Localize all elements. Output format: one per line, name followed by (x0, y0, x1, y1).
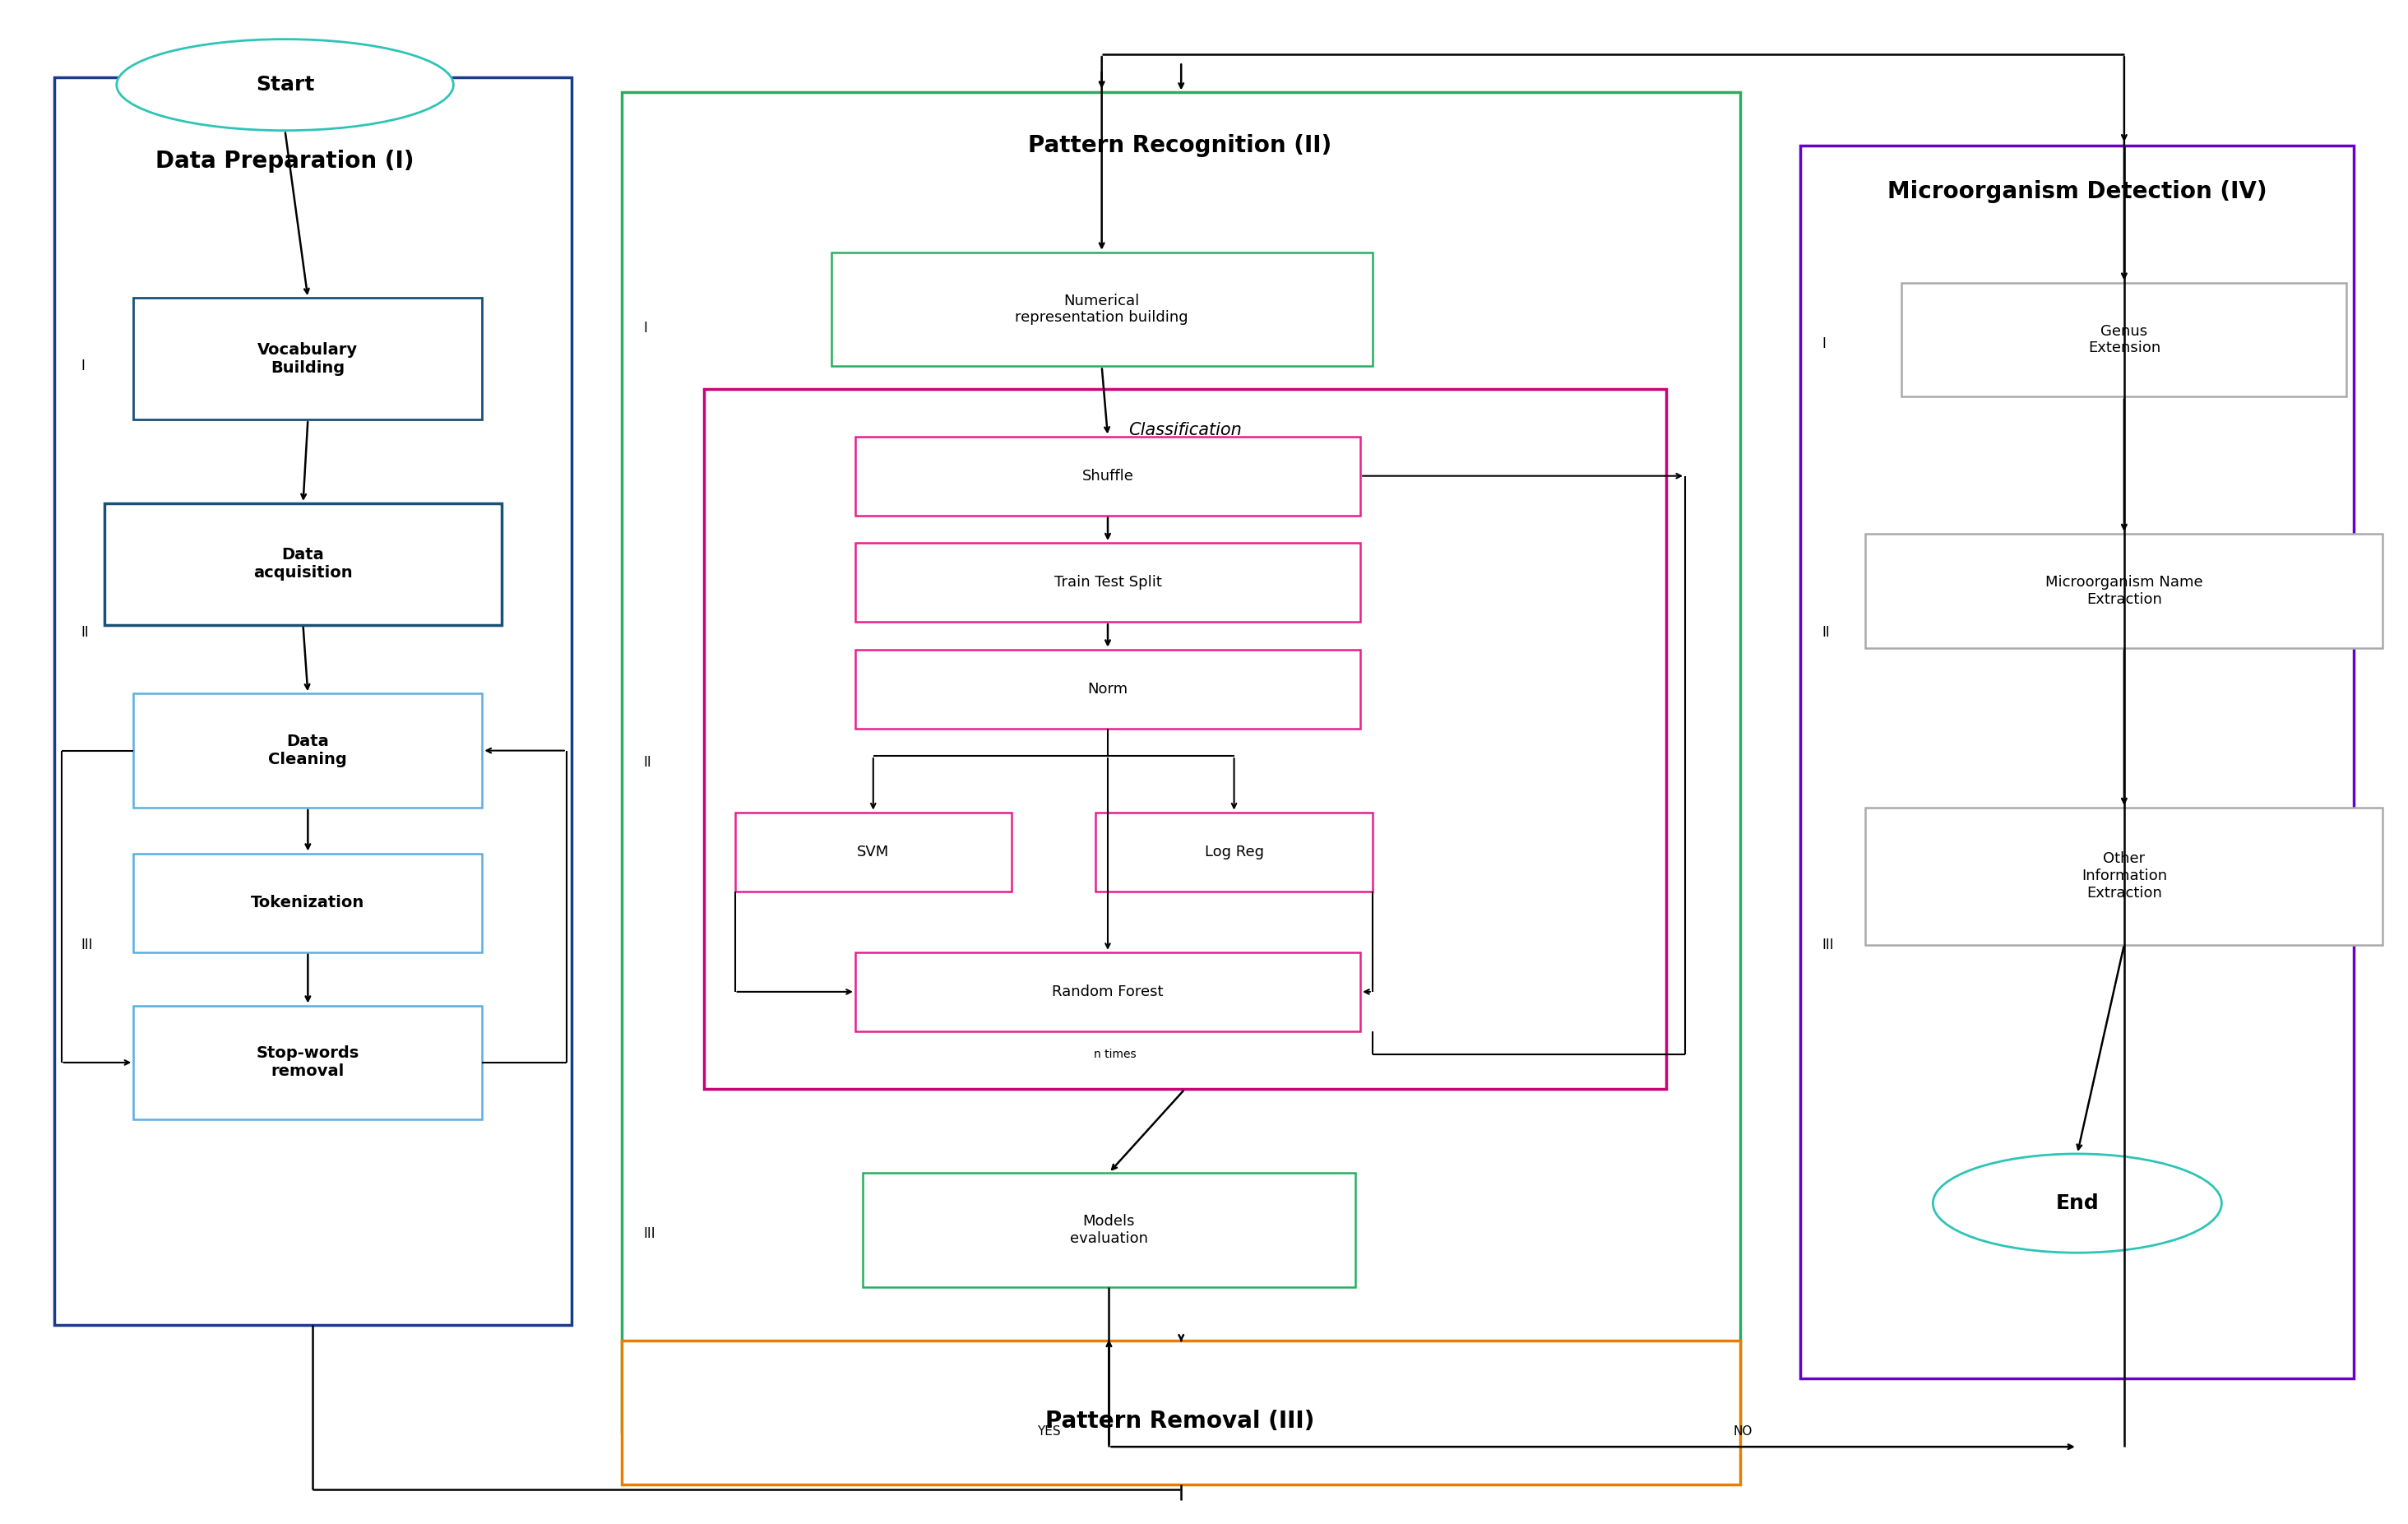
Text: End: End (2056, 1193, 2100, 1213)
FancyBboxPatch shape (862, 1173, 1356, 1286)
Text: Tokenization: Tokenization (250, 895, 364, 910)
Text: Shuffle: Shuffle (1081, 468, 1134, 483)
Text: Vocabulary
Building: Vocabulary Building (258, 341, 359, 375)
Text: III: III (1823, 937, 1835, 952)
FancyBboxPatch shape (621, 93, 1741, 1431)
Text: YES: YES (1038, 1425, 1062, 1437)
Text: Start: Start (255, 75, 315, 94)
FancyBboxPatch shape (132, 853, 482, 952)
Text: SVM: SVM (857, 844, 889, 860)
FancyBboxPatch shape (132, 297, 482, 419)
Text: Log Reg: Log Reg (1204, 844, 1264, 860)
Text: Numerical
representation building: Numerical representation building (1016, 293, 1190, 325)
Text: Data
Cleaning: Data Cleaning (270, 733, 347, 768)
Text: I: I (79, 360, 84, 373)
Text: n times: n times (1093, 1049, 1137, 1059)
Text: Pattern Removal (III): Pattern Removal (III) (1045, 1410, 1315, 1433)
FancyBboxPatch shape (855, 649, 1361, 728)
FancyBboxPatch shape (1902, 282, 2348, 396)
FancyBboxPatch shape (1866, 808, 2384, 945)
Text: Microorganism Name
Extraction: Microorganism Name Extraction (2044, 575, 2203, 607)
Text: I: I (1823, 337, 1825, 351)
FancyBboxPatch shape (621, 1340, 1741, 1484)
Text: Random Forest: Random Forest (1052, 985, 1163, 1000)
Text: Data
acquisition: Data acquisition (253, 547, 352, 581)
Text: Data Preparation (I): Data Preparation (I) (157, 149, 414, 172)
FancyBboxPatch shape (855, 543, 1361, 622)
FancyBboxPatch shape (855, 952, 1361, 1032)
Text: III: III (79, 937, 92, 952)
FancyBboxPatch shape (1096, 812, 1373, 892)
Text: III: III (643, 1227, 655, 1241)
FancyBboxPatch shape (703, 389, 1666, 1090)
Text: Norm: Norm (1088, 681, 1127, 696)
Text: Classification: Classification (1127, 422, 1243, 439)
FancyBboxPatch shape (1866, 533, 2384, 648)
Text: Stop-words
removal: Stop-words removal (255, 1045, 359, 1079)
Text: NO: NO (1734, 1425, 1753, 1437)
Text: II: II (79, 625, 89, 640)
FancyBboxPatch shape (132, 693, 482, 808)
FancyBboxPatch shape (53, 78, 571, 1324)
Text: II: II (1823, 625, 1830, 640)
Text: Other
Information
Extraction: Other Information Extraction (2081, 852, 2167, 901)
Ellipse shape (116, 40, 453, 131)
FancyBboxPatch shape (831, 253, 1373, 366)
FancyBboxPatch shape (1801, 146, 2355, 1378)
Text: Microorganism Detection (IV): Microorganism Detection (IV) (1888, 180, 2266, 203)
Text: I: I (643, 322, 648, 335)
FancyBboxPatch shape (104, 503, 501, 625)
Text: Models
evaluation: Models evaluation (1069, 1215, 1149, 1247)
Text: Pattern Recognition (II): Pattern Recognition (II) (1028, 134, 1332, 157)
Text: Genus
Extension: Genus Extension (2088, 323, 2160, 355)
Text: II: II (643, 754, 653, 770)
FancyBboxPatch shape (132, 1006, 482, 1120)
FancyBboxPatch shape (734, 812, 1011, 892)
Text: Train Test Split: Train Test Split (1055, 575, 1161, 590)
FancyBboxPatch shape (855, 436, 1361, 515)
Ellipse shape (1934, 1154, 2223, 1253)
